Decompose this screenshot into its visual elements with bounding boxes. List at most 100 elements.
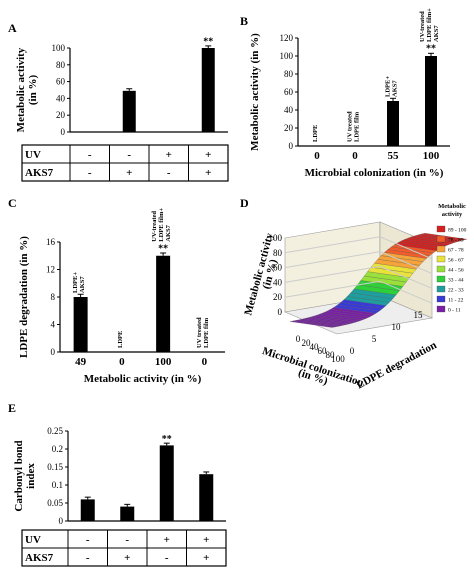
bar-label: UV treated bbox=[196, 317, 203, 348]
legend-title: activity bbox=[442, 211, 463, 218]
x-tick-label: 0 bbox=[119, 356, 125, 368]
y-tick-label: 15 bbox=[414, 310, 424, 320]
y-axis-label: LDPE degradation (in %) bbox=[18, 236, 30, 358]
treatment-row-label: AKS7 bbox=[25, 552, 54, 564]
x-tick-label: 0 bbox=[314, 150, 320, 162]
panel-letter-e: E bbox=[8, 401, 16, 415]
treatment-cell: - bbox=[125, 534, 129, 546]
y-tick-label: 0.25 bbox=[47, 426, 63, 436]
treatment-cell: - bbox=[127, 149, 131, 161]
wall-gridline bbox=[284, 280, 381, 298]
legend-swatch bbox=[436, 295, 446, 303]
y-tick-label: 0.15 bbox=[47, 462, 63, 472]
treatment-row-label: AKS7 bbox=[25, 167, 54, 179]
bar bbox=[201, 48, 215, 132]
y-tick-label: 8 bbox=[51, 292, 56, 302]
legend-label: 33 - 44 bbox=[448, 278, 464, 284]
wall-gridline bbox=[284, 265, 381, 283]
legend-swatch bbox=[436, 245, 446, 253]
panel-letter-c: C bbox=[8, 196, 17, 210]
z-tick-label: 20 bbox=[273, 292, 283, 302]
bar bbox=[387, 101, 399, 146]
bar bbox=[159, 445, 174, 521]
bar bbox=[120, 506, 135, 521]
legend-swatch bbox=[436, 305, 446, 313]
significance-marker: ** bbox=[162, 434, 172, 445]
y-tick-label: 0.05 bbox=[47, 498, 63, 508]
treatment-cell: - bbox=[165, 552, 169, 564]
legend-label: 22 - 33 bbox=[448, 288, 464, 294]
treatment-cell: + bbox=[164, 534, 170, 546]
z-tick-label: 100 bbox=[269, 233, 283, 243]
significance-marker: ** bbox=[426, 44, 436, 55]
bar-label: LDPE film+ bbox=[158, 208, 165, 242]
treatment-cell: + bbox=[124, 552, 130, 564]
bar-label: LDPE bbox=[312, 125, 319, 142]
x-axis-label: Microbial colonization (in %) bbox=[305, 167, 444, 179]
z-tick-label: 0 bbox=[278, 307, 283, 317]
legend-swatch bbox=[436, 255, 446, 263]
bar bbox=[199, 474, 214, 521]
treatment-cell: + bbox=[205, 149, 211, 161]
treatment-cell: - bbox=[86, 534, 90, 546]
x-tick-label: 100 bbox=[423, 150, 440, 162]
panel-letter-d: D bbox=[240, 196, 249, 210]
y-tick-label: 10 bbox=[392, 322, 402, 332]
treatment-cell: - bbox=[88, 167, 92, 179]
y-axis-label: Metabolic activity (in %) bbox=[249, 33, 261, 151]
bar-label: LDPE film bbox=[354, 111, 361, 142]
y-tick-label: 0 bbox=[289, 141, 294, 151]
y-tick-label: 80 bbox=[284, 69, 294, 79]
significance-marker: ** bbox=[203, 37, 213, 48]
treatment-cell: - bbox=[86, 552, 90, 564]
y-axis-label: index bbox=[25, 463, 37, 489]
y-tick-label: 0.1 bbox=[52, 480, 63, 490]
treatment-cell: + bbox=[203, 552, 209, 564]
x-tick-label: 0 bbox=[202, 356, 208, 368]
treatment-cell: - bbox=[167, 167, 171, 179]
bar-label: UV-treated bbox=[419, 11, 426, 42]
y-tick-label: 20 bbox=[56, 110, 66, 120]
x-tick-label: 0 bbox=[352, 150, 358, 162]
x-tick-label: 80 bbox=[326, 350, 336, 360]
y-tick-label: 40 bbox=[56, 93, 66, 103]
wall-gridline bbox=[284, 236, 381, 254]
x-tick-label: 40 bbox=[310, 342, 320, 352]
treatment-cell: + bbox=[203, 534, 209, 546]
y-tick-label: 120 bbox=[280, 33, 294, 43]
y-tick-label: 4 bbox=[51, 320, 56, 330]
y-tick-label: 5 bbox=[372, 334, 377, 344]
legend-swatch bbox=[436, 265, 446, 273]
bar-label: AKS7 bbox=[433, 25, 440, 42]
x-tick-label: 55 bbox=[388, 150, 400, 162]
treatment-cell: + bbox=[205, 167, 211, 179]
wall-gridline bbox=[379, 236, 433, 260]
x-tick-label: 60 bbox=[318, 346, 328, 356]
wall-gridline bbox=[284, 251, 381, 269]
y-tick-label: 100 bbox=[280, 51, 294, 61]
z-tick-label: 60 bbox=[273, 263, 283, 273]
legend-swatch bbox=[436, 225, 446, 233]
y-tick-label: 16 bbox=[46, 237, 56, 247]
bar-label: AKS7 bbox=[165, 224, 172, 241]
bar bbox=[73, 297, 88, 352]
y-tick-label: 100 bbox=[52, 43, 66, 53]
y-tick-label: 20 bbox=[284, 123, 294, 133]
bar-label: UV-treated bbox=[151, 211, 158, 242]
bar bbox=[156, 255, 171, 352]
legend-label: 56 - 67 bbox=[448, 258, 464, 264]
x-tick-label: 100 bbox=[331, 354, 345, 364]
y-axis-label: Metabolic activity bbox=[15, 47, 27, 132]
treatment-row-label: UV bbox=[25, 149, 41, 161]
panel-letter-a: A bbox=[8, 21, 17, 35]
legend-swatch bbox=[436, 275, 446, 283]
panel-letter-b: B bbox=[240, 14, 248, 28]
bar-label: LDPE+ bbox=[72, 272, 79, 293]
y-axis-label: LDPE degradation bbox=[355, 339, 439, 391]
legend-label: 67 - 78 bbox=[448, 248, 464, 254]
legend-title: Metabolic bbox=[438, 203, 466, 210]
bar-label: AKS7 bbox=[392, 80, 399, 97]
treatment-cell: + bbox=[166, 149, 172, 161]
